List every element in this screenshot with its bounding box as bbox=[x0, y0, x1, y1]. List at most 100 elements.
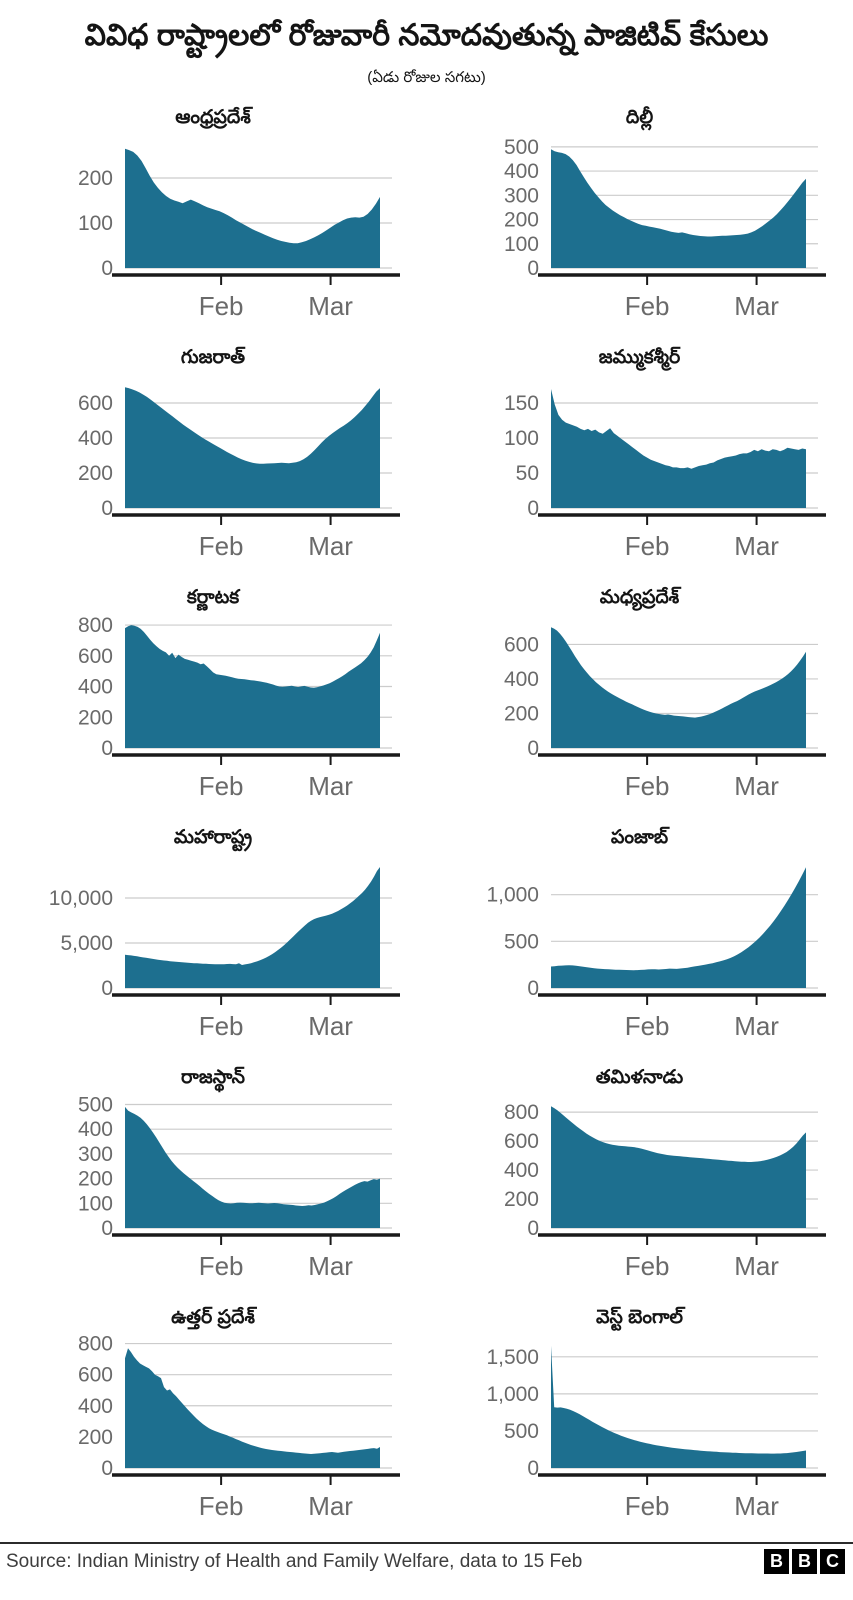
x-tick-label: Mar bbox=[734, 291, 779, 321]
y-tick-label: 0 bbox=[527, 497, 539, 520]
chart-title: పంజాబ్ bbox=[610, 826, 669, 848]
chart-title: రాజస్థాన్ bbox=[181, 1066, 245, 1088]
y-tick-label: 0 bbox=[527, 977, 539, 1000]
chart-title: ఉత్తర్ ప్రదేశ్ bbox=[171, 1306, 255, 1328]
x-tick-label: Feb bbox=[625, 771, 670, 801]
area-plot: 0 5,000 10,000 Feb Mar bbox=[49, 866, 400, 1041]
bbc-logo-block-b1: B bbox=[764, 1549, 789, 1574]
y-tick-label: 200 bbox=[504, 208, 539, 231]
y-tick-label: 600 bbox=[504, 633, 539, 656]
chart-title: గుజరాత్ bbox=[180, 346, 246, 368]
x-tick-label: Feb bbox=[199, 771, 244, 801]
y-tick-label: 200 bbox=[78, 1167, 113, 1190]
area-series bbox=[125, 866, 380, 988]
x-tick-label: Mar bbox=[308, 1011, 353, 1041]
y-tick-label: 300 bbox=[504, 184, 539, 207]
x-tick-label: Feb bbox=[199, 531, 244, 561]
y-tick-label: 1,000 bbox=[486, 883, 539, 906]
y-tick-label: 400 bbox=[504, 1159, 539, 1182]
x-tick-label: Mar bbox=[308, 1251, 353, 1281]
chart-madhya-pradesh: మధ్యప్రదేశ్ 0 200 400 600 Feb Mar bbox=[426, 574, 853, 814]
y-tick-label: 100 bbox=[504, 427, 539, 450]
area-series bbox=[551, 388, 806, 508]
chart-title: జమ్ముకశ్మీర్ bbox=[598, 346, 681, 368]
chart-uttar-pradesh: ఉత్తర్ ప్రదేశ్ 0 200 400 600 800 Feb Mar bbox=[0, 1294, 426, 1534]
area-plot: 0 200 400 600 800 Feb Mar bbox=[78, 614, 400, 801]
area-plot: 0 500 1,000 Feb Mar bbox=[486, 866, 826, 1041]
y-tick-label: 200 bbox=[78, 1425, 113, 1448]
y-tick-label: 1,000 bbox=[486, 1382, 539, 1405]
y-tick-label: 150 bbox=[504, 392, 539, 415]
y-tick-label: 500 bbox=[504, 930, 539, 953]
y-tick-label: 100 bbox=[78, 1192, 113, 1215]
chart-title: వెస్ట్ బెంగాల్ bbox=[596, 1306, 683, 1328]
y-tick-label: 800 bbox=[78, 614, 113, 637]
x-tick-label: Mar bbox=[734, 1011, 779, 1041]
x-tick-label: Mar bbox=[734, 1491, 779, 1521]
y-tick-label: 600 bbox=[78, 644, 113, 667]
area-series bbox=[125, 148, 380, 268]
y-tick-label: 300 bbox=[78, 1142, 113, 1165]
y-tick-label: 0 bbox=[527, 737, 539, 760]
chart-title: కర్ణాటక bbox=[186, 586, 240, 608]
y-tick-label: 400 bbox=[78, 1118, 113, 1141]
area-plot: 0 200 400 600 Feb Mar bbox=[504, 626, 826, 801]
y-tick-label: 800 bbox=[78, 1332, 113, 1355]
y-tick-label: 0 bbox=[527, 1217, 539, 1240]
x-tick-label: Mar bbox=[734, 771, 779, 801]
y-tick-label: 1,500 bbox=[486, 1345, 539, 1368]
chart-gujarat: గుజరాత్ 0 200 400 600 Feb Mar bbox=[0, 334, 426, 574]
area-series bbox=[125, 1347, 380, 1468]
area-series bbox=[551, 148, 806, 268]
area-plot: 0 200 400 600 Feb Mar bbox=[78, 386, 400, 561]
chart-title: తమిళనాడు bbox=[595, 1066, 684, 1088]
y-tick-label: 200 bbox=[78, 706, 113, 729]
x-tick-label: Feb bbox=[625, 291, 670, 321]
y-tick-label: 0 bbox=[101, 1217, 113, 1240]
chart-title: మధ్యప్రదేశ్ bbox=[599, 586, 680, 608]
y-tick-label: 600 bbox=[78, 1363, 113, 1386]
y-tick-label: 600 bbox=[78, 392, 113, 415]
area-plot: 0 100 200 Feb Mar bbox=[78, 148, 400, 321]
y-tick-label: 0 bbox=[101, 737, 113, 760]
y-tick-label: 0 bbox=[527, 1457, 539, 1480]
x-tick-label: Feb bbox=[625, 1011, 670, 1041]
chart-karnataka: కర్ణాటక 0 200 400 600 800 Feb Mar bbox=[0, 574, 426, 814]
chart-jammu-kashmir: జమ్ముకశ్మీర్ 0 50 100 150 Feb Mar bbox=[426, 334, 853, 574]
x-tick-label: Feb bbox=[199, 1011, 244, 1041]
area-series bbox=[125, 386, 380, 508]
subtitle: (ఏడు రోజుల సగటు) bbox=[367, 68, 486, 86]
y-tick-label: 200 bbox=[504, 1188, 539, 1211]
chart-rajasthan: రాజస్థాన్ 0 100 200 300 400 500 Feb Mar bbox=[0, 1054, 426, 1294]
y-tick-label: 400 bbox=[78, 1394, 113, 1417]
area-series bbox=[125, 624, 380, 748]
y-tick-label: 200 bbox=[504, 702, 539, 725]
y-tick-label: 500 bbox=[504, 1419, 539, 1442]
y-tick-label: 100 bbox=[504, 232, 539, 255]
y-tick-label: 500 bbox=[78, 1093, 113, 1116]
area-series bbox=[551, 626, 806, 748]
y-tick-label: 0 bbox=[527, 257, 539, 280]
chart-tamil-nadu: తమిళనాడు 0 200 400 600 800 Feb Mar bbox=[426, 1054, 853, 1294]
chart-west-bengal: వెస్ట్ బెంగాల్ 0 500 1,000 1,500 Feb Mar bbox=[426, 1294, 853, 1534]
x-tick-label: Mar bbox=[734, 531, 779, 561]
x-tick-label: Feb bbox=[199, 1491, 244, 1521]
y-tick-label: 5,000 bbox=[60, 932, 113, 955]
chart-delhi: దిల్లీ 0 100 200 300 400 500 Feb Mar bbox=[426, 94, 853, 334]
area-series bbox=[551, 866, 806, 988]
chart-maharashtra: మహారాష్ట్ర 0 5,000 10,000 Feb Mar bbox=[0, 814, 426, 1054]
y-tick-label: 400 bbox=[504, 667, 539, 690]
y-tick-label: 500 bbox=[504, 135, 539, 158]
y-tick-label: 400 bbox=[78, 427, 113, 450]
y-tick-label: 400 bbox=[504, 160, 539, 183]
header: వివిధ రాష్ట్రాలలో రోజువారీ నమోదవుతున్న ప… bbox=[0, 0, 853, 90]
bbc-logo-block-c: C bbox=[820, 1549, 845, 1574]
x-tick-label: Feb bbox=[199, 1251, 244, 1281]
area-series bbox=[551, 1345, 806, 1468]
chart-title: దిల్లీ bbox=[625, 106, 654, 128]
area-series bbox=[551, 1105, 806, 1228]
y-tick-label: 10,000 bbox=[49, 887, 113, 910]
bbc-logo: B B C bbox=[764, 1549, 845, 1574]
